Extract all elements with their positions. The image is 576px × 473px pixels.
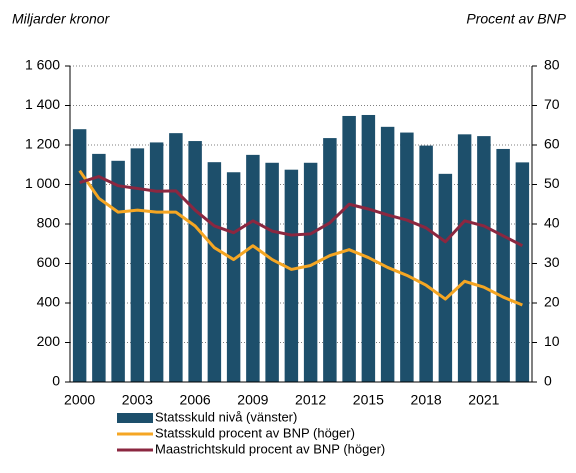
y-tick-label: 600: [37, 254, 61, 270]
bar: [130, 148, 145, 382]
legend-label: Maastrichtskuld procent av BNP (höger): [155, 441, 385, 456]
x-tick-label: 2009: [237, 392, 268, 408]
x-tick-label: 2006: [180, 392, 211, 408]
bar: [477, 136, 491, 382]
y2-tick-label: 60: [544, 136, 560, 152]
legend-label: Statsskuld procent av BNP (höger): [155, 425, 355, 440]
x-tick-label: 2003: [122, 392, 153, 408]
legend-swatch: [117, 413, 153, 423]
bar: [92, 153, 106, 382]
y2-tick-label: 0: [544, 373, 552, 389]
bar: [303, 162, 318, 382]
bar: [111, 160, 125, 382]
bar: [188, 141, 202, 382]
y-tick-label: 1 000: [25, 175, 60, 191]
x-tick-label: 2015: [353, 392, 384, 408]
y2-tick-label: 40: [544, 215, 560, 231]
bar: [361, 114, 376, 382]
x-tick-label: 2018: [411, 392, 442, 408]
x-tick-label: 2012: [295, 392, 326, 408]
bar: [380, 126, 395, 382]
y2-tick-label: 30: [544, 254, 560, 270]
x-tick-label: 2000: [64, 392, 95, 408]
bar: [457, 134, 472, 382]
bar: [419, 145, 433, 382]
line: [78, 169, 523, 307]
bar: [284, 169, 299, 382]
y-axis-title: Miljarder kronor: [12, 11, 111, 27]
y2-tick-label: 70: [544, 96, 560, 112]
y2-tick-label: 80: [544, 57, 560, 73]
bar: [149, 142, 164, 382]
bar: [265, 162, 279, 382]
y-tick-label: 1 600: [25, 57, 60, 73]
y-tick-label: 0: [52, 373, 60, 389]
y2-tick-label: 50: [544, 175, 560, 191]
bar: [207, 162, 222, 382]
y2-tick-label: 10: [544, 333, 560, 349]
y-tick-label: 1 400: [25, 96, 60, 112]
y-tick-label: 400: [37, 294, 61, 310]
legend-label: Statsskuld nivå (vänster): [155, 409, 297, 424]
bar: [438, 173, 453, 382]
bar: [515, 162, 530, 382]
bar: [246, 154, 260, 382]
y-tick-label: 200: [37, 333, 61, 349]
y-tick-label: 800: [37, 215, 61, 231]
y2-axis-title: Procent av BNP: [466, 11, 566, 27]
bar: [400, 132, 414, 382]
line: [79, 175, 524, 248]
y-tick-label: 1 200: [25, 136, 60, 152]
bar: [496, 148, 510, 382]
bar: [323, 138, 337, 382]
bar: [169, 133, 183, 382]
bar: [226, 172, 241, 382]
y2-tick-label: 20: [544, 294, 560, 310]
x-tick-label: 2021: [468, 392, 499, 408]
bar: [72, 129, 87, 382]
